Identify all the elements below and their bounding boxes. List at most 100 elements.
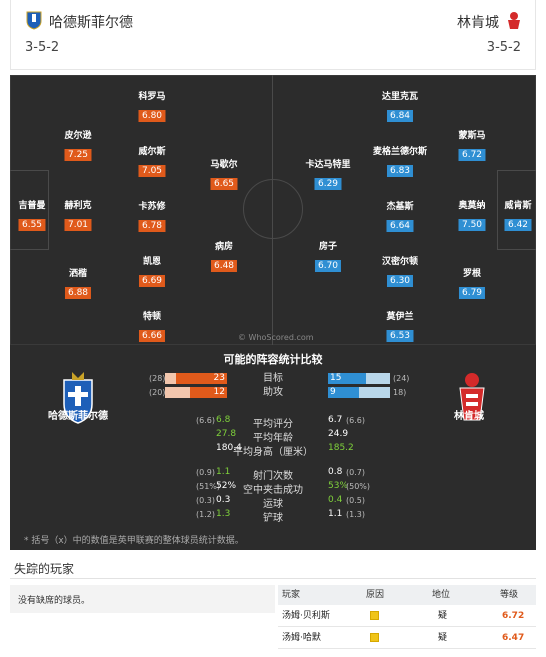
away-player[interactable]: 莫伊兰 6.53 — [386, 312, 414, 342]
away-player[interactable]: 卡达马特里 6.29 — [305, 160, 351, 190]
home-bar-fill — [176, 373, 227, 384]
home-bar-value: 12 — [213, 387, 225, 397]
divider — [10, 578, 536, 579]
away-formation: 3-5-2 — [486, 40, 521, 55]
away-penalty-box — [497, 170, 536, 250]
away-stat-value: 0.4 — [328, 495, 343, 505]
away-player[interactable]: 麦格兰德尔斯 6.83 — [372, 147, 428, 177]
away-league-avg: (0.7) — [346, 468, 365, 477]
player-name[interactable]: 汤姆·哈默 — [282, 633, 321, 643]
missing-players-table: 玩家 原因 地位 等级 汤姆·贝利斯 疑 6.72 汤姆·哈默 疑 6.47 — [278, 585, 536, 649]
away-league-avg: (6.6) — [346, 416, 365, 425]
player-rating: 6.72 — [502, 611, 525, 621]
table-row[interactable]: 汤姆·哈默 疑 6.47 — [278, 627, 536, 649]
home-bar-fill — [190, 387, 227, 398]
home-team-name[interactable]: 哈德斯菲尔德 — [49, 15, 133, 31]
stat-label: 平均评分 — [253, 419, 293, 430]
lineup-comparison: 可能的阵容统计比较 哈德斯菲尔德 林肯城 (28) 23 目标 15 (24) (20) 1… — [10, 345, 536, 550]
away-bar-track: 15 — [328, 373, 390, 384]
stat-label: 平均身高（厘米） — [233, 447, 313, 458]
player-name[interactable]: 汤姆·贝利斯 — [282, 611, 330, 621]
away-stat-value: 53% — [328, 481, 349, 491]
home-stat-value: 27.8 — [216, 429, 237, 439]
injury-icon — [370, 611, 379, 620]
home-player[interactable]: 马歇尔 6.65 — [210, 160, 238, 190]
home-player[interactable]: 病房 6.48 — [210, 241, 238, 272]
home-bar-league-avg: (28) — [149, 374, 166, 383]
home-crest-large-icon — [63, 372, 93, 424]
huddersfield-crest-icon — [26, 11, 42, 30]
away-player[interactable]: 蒙斯马 6.72 — [458, 131, 486, 161]
home-player[interactable]: 威尔斯 7.05 — [138, 147, 166, 177]
away-player[interactable]: 奥莫纳 7.50 — [458, 201, 486, 231]
away-team-name[interactable]: 林肯城 — [457, 15, 499, 31]
stat-label: 目标 — [263, 373, 283, 384]
player-rating: 6.47 — [502, 633, 525, 643]
home-bar-track: 23 — [165, 373, 227, 384]
col-reason: 原因 — [366, 590, 385, 600]
home-player[interactable]: 凯恩 6.69 — [138, 256, 166, 287]
home-penalty-box — [10, 170, 49, 250]
missing-players-title: 失踪的玩家 — [14, 562, 75, 576]
away-league-avg: (1.3) — [346, 510, 365, 519]
away-player[interactable]: 杰基斯 6.64 — [386, 202, 414, 232]
col-player: 玩家 — [282, 590, 301, 600]
home-bar-value: 23 — [213, 373, 225, 383]
home-league-avg: (0.3) — [196, 496, 215, 505]
home-player[interactable]: 吉普曼 6.55 — [18, 201, 46, 231]
home-stat-value: 0.3 — [216, 495, 231, 505]
home-bar-track: 12 — [165, 387, 227, 398]
home-player[interactable]: 卡苏修 6.78 — [138, 202, 166, 232]
away-bar-track: 9 — [328, 387, 390, 398]
home-stat-value: 6.8 — [216, 415, 231, 425]
home-no-missing-note: 没有缺席的球员。 — [10, 585, 275, 613]
away-bar-fill — [328, 387, 359, 398]
table-row[interactable]: 汤姆·贝利斯 疑 6.72 — [278, 605, 536, 627]
stat-label: 射门次数 — [253, 471, 293, 482]
home-stat-value: 1.3 — [216, 509, 231, 519]
home-player[interactable]: 赫利克 7.01 — [64, 201, 92, 231]
away-stat-value: 6.7 — [328, 415, 343, 425]
stat-label: 运球 — [263, 499, 283, 510]
home-formation: 3-5-2 — [25, 40, 60, 55]
away-player[interactable]: 达里克瓦 6.84 — [381, 92, 419, 122]
home-league-avg: (6.6) — [196, 416, 215, 425]
away-player[interactable]: 威肯斯 6.42 — [504, 201, 532, 231]
stat-label: 铲球 — [263, 513, 283, 524]
away-team-label: 林肯城 — [454, 411, 484, 422]
home-league-avg: (51%) — [196, 482, 221, 491]
away-bar-value: 9 — [330, 387, 336, 397]
home-bar-league-avg: (20) — [149, 388, 166, 397]
away-league-avg: (50%) — [346, 482, 371, 491]
away-bar-value: 15 — [330, 373, 342, 383]
home-player[interactable]: 特顿 6.66 — [138, 311, 166, 342]
away-player[interactable]: 房子 6.70 — [314, 241, 342, 272]
away-stat-value: 0.8 — [328, 467, 343, 477]
away-bar-fill — [328, 373, 366, 384]
away-bar-league-avg: 18) — [393, 388, 407, 397]
table-header: 玩家 原因 地位 等级 — [278, 585, 536, 605]
away-stat-value: 24.9 — [328, 429, 349, 439]
stat-label: 助攻 — [263, 387, 283, 398]
home-stat-value: 52% — [216, 481, 237, 491]
comparison-footnote: * 括号（x）中的数值是英甲联赛的整体球员统计数据。 — [24, 536, 244, 546]
home-team-label: 哈德斯菲尔德 — [48, 411, 108, 422]
col-rating: 等级 — [500, 590, 519, 600]
pitch: 吉普曼 6.55 皮尔逊 7.25 赫利克 7.01 洒楷 6.88 科罗马 6.80 威… — [10, 75, 536, 345]
player-status: 疑 — [438, 633, 448, 643]
home-player[interactable]: 皮尔逊 7.25 — [64, 131, 92, 161]
away-bar-league-avg: (24) — [393, 374, 410, 383]
away-player[interactable]: 罗根 6.79 — [458, 268, 486, 299]
home-stat-value: 180.4 — [216, 443, 242, 453]
away-league-avg: (0.5) — [346, 496, 365, 505]
home-player[interactable]: 科罗马 6.80 — [138, 92, 166, 122]
home-league-avg: (0.9) — [196, 468, 215, 477]
away-stat-value: 1.1 — [328, 509, 343, 519]
stat-label: 平均年龄 — [253, 433, 293, 444]
home-league-avg: (1.2) — [196, 510, 215, 519]
home-player[interactable]: 洒楷 6.88 — [64, 268, 92, 299]
away-player[interactable]: 汉密尔顿 6.30 — [381, 257, 419, 287]
whoscored-watermark: © WhoScored.com — [238, 333, 314, 342]
away-stat-value: 185.2 — [328, 443, 354, 453]
home-stat-value: 1.1 — [216, 467, 231, 477]
